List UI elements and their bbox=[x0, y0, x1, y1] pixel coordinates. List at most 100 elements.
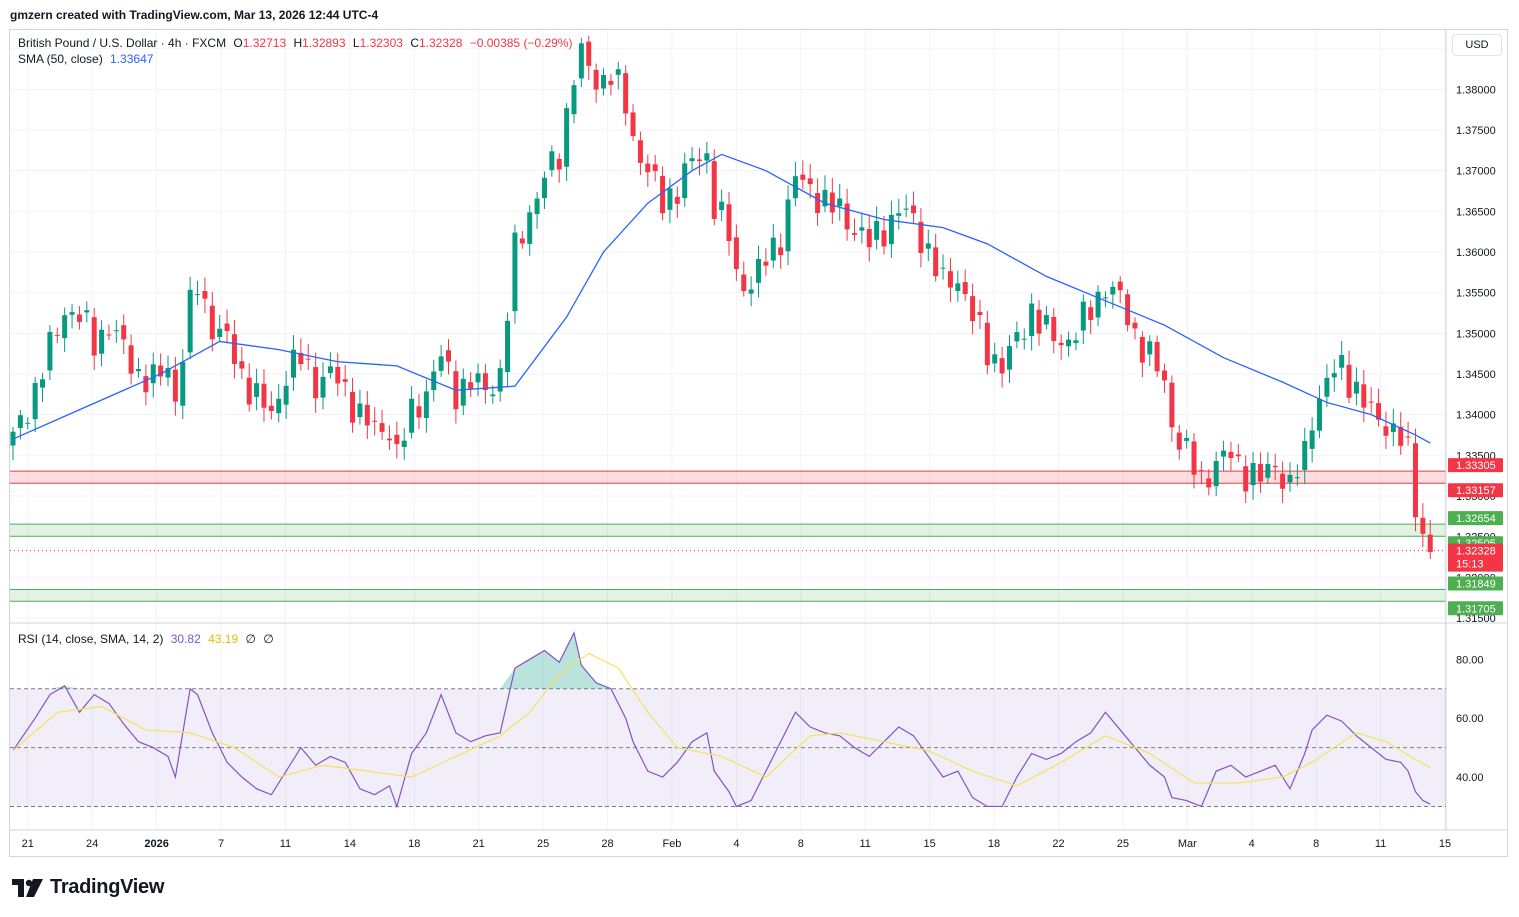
rsi-value: 30.82 bbox=[170, 632, 201, 646]
candle-body bbox=[844, 203, 850, 230]
candle-body bbox=[276, 398, 282, 414]
time-tick-label: 21 bbox=[473, 838, 485, 850]
price-tick-label: 1.38000 bbox=[1456, 84, 1496, 96]
candle-body bbox=[512, 232, 518, 312]
candle-body bbox=[608, 80, 614, 85]
candle-body bbox=[1080, 301, 1086, 331]
price-tick-label: 1.36500 bbox=[1456, 206, 1496, 218]
candle-body bbox=[674, 196, 680, 204]
candle-body bbox=[1058, 342, 1064, 346]
time-tick-label: 11 bbox=[860, 838, 871, 850]
candle-body bbox=[113, 330, 119, 332]
rsi-extra-1: ∅ bbox=[245, 632, 256, 646]
candle-body bbox=[667, 188, 673, 210]
candle-body bbox=[977, 311, 983, 315]
candle-body bbox=[25, 422, 31, 424]
time-tick-label: 4 bbox=[1249, 838, 1255, 850]
candle-body bbox=[866, 228, 872, 248]
candle-body bbox=[460, 378, 466, 406]
candle-body bbox=[231, 334, 237, 364]
price-tick-label: 1.37500 bbox=[1456, 125, 1496, 137]
candle-body bbox=[1302, 440, 1308, 470]
tradingview-logo[interactable]: TradingView bbox=[12, 876, 164, 899]
candle-body bbox=[357, 403, 363, 418]
candle-body bbox=[482, 373, 488, 391]
candle-body bbox=[874, 220, 880, 240]
candle-body bbox=[911, 205, 917, 214]
candle-body bbox=[84, 310, 90, 313]
time-tick-label: 7 bbox=[218, 838, 224, 850]
candle-body bbox=[615, 69, 621, 75]
candle-body bbox=[682, 163, 688, 199]
candle-body bbox=[1339, 354, 1345, 368]
time-tick-label: 28 bbox=[601, 838, 613, 850]
candle-body bbox=[992, 354, 998, 364]
candle-body bbox=[1235, 454, 1241, 457]
candle-body bbox=[505, 320, 511, 373]
candle-body bbox=[1162, 370, 1168, 381]
candle-body bbox=[999, 358, 1005, 374]
support-axis-label: 1.31705 bbox=[1456, 603, 1496, 615]
time-tick-label: 25 bbox=[1117, 838, 1129, 850]
candle-body bbox=[726, 204, 732, 241]
candle-body bbox=[40, 379, 46, 388]
candle-body bbox=[246, 377, 252, 405]
candle-body bbox=[99, 329, 105, 354]
candle-body bbox=[829, 192, 835, 213]
candle-body bbox=[254, 383, 260, 397]
candle-body bbox=[1265, 463, 1271, 478]
candle-body bbox=[268, 405, 274, 412]
candle-body bbox=[1294, 477, 1300, 479]
candle-body bbox=[1191, 441, 1197, 475]
candle-body bbox=[918, 221, 924, 253]
candle-body bbox=[1287, 474, 1293, 483]
low-value: 1.32303 bbox=[359, 36, 403, 50]
candle-body bbox=[91, 317, 97, 356]
candle-body bbox=[1272, 465, 1278, 468]
candle-body bbox=[637, 140, 643, 163]
candle-body bbox=[76, 314, 82, 322]
candle-body bbox=[47, 331, 53, 371]
candle-body bbox=[17, 415, 23, 428]
candle-body bbox=[1117, 281, 1123, 291]
candle-body bbox=[1176, 432, 1182, 450]
time-tick-label: 15 bbox=[924, 838, 936, 850]
candle-body bbox=[409, 398, 415, 433]
candle-body bbox=[623, 73, 629, 114]
resistance-zone bbox=[10, 471, 1446, 484]
candle-body bbox=[305, 358, 311, 360]
candle-body bbox=[955, 283, 961, 292]
candle-body bbox=[541, 177, 547, 199]
candle-body bbox=[696, 159, 702, 162]
candle-body bbox=[1390, 423, 1396, 433]
last-price-tag bbox=[1448, 543, 1503, 572]
candle-body bbox=[1405, 436, 1411, 438]
candle-body bbox=[1169, 382, 1175, 428]
candle-body bbox=[896, 213, 902, 216]
candle-body bbox=[1095, 291, 1101, 318]
price-tick-label: 1.36000 bbox=[1456, 247, 1496, 259]
candle-body bbox=[807, 178, 813, 185]
candle-body bbox=[837, 198, 843, 207]
candle-body bbox=[1398, 426, 1404, 446]
candle-body bbox=[534, 198, 540, 215]
candle-body bbox=[490, 394, 496, 397]
time-tick-label: 2026 bbox=[144, 838, 168, 850]
price-tick-label: 1.31500 bbox=[1456, 613, 1496, 625]
time-tick-label: 8 bbox=[1313, 838, 1319, 850]
support-zone bbox=[10, 589, 1446, 602]
candle-body bbox=[689, 158, 695, 162]
close-value: 1.32328 bbox=[418, 36, 463, 50]
candle-body bbox=[1361, 384, 1367, 408]
candle-body bbox=[962, 282, 968, 295]
candle-body bbox=[187, 289, 193, 353]
candle-body bbox=[940, 267, 946, 269]
candle-body bbox=[1051, 316, 1057, 341]
candle-body bbox=[320, 376, 326, 398]
candle-body bbox=[778, 247, 784, 256]
currency-button[interactable]: USD bbox=[1452, 34, 1502, 56]
candle-body bbox=[121, 325, 127, 340]
time-tick-label: 4 bbox=[733, 838, 739, 850]
candle-body bbox=[601, 75, 607, 89]
